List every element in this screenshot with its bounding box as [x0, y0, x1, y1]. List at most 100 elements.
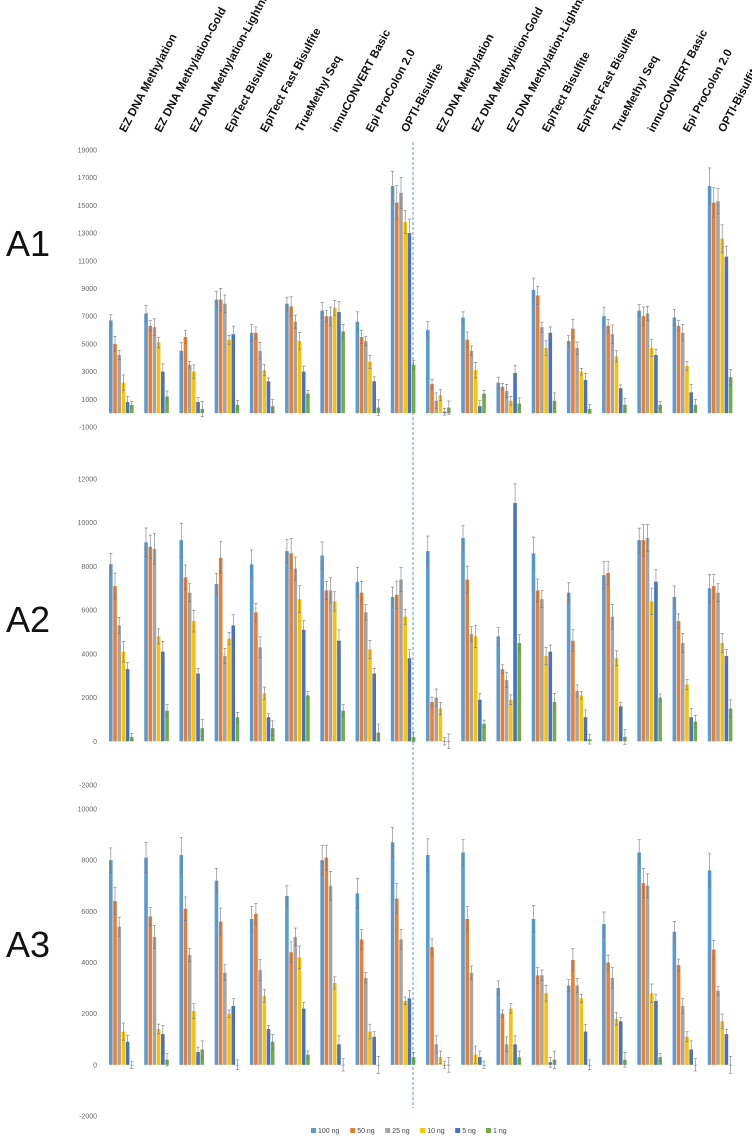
- bar: [192, 621, 196, 742]
- kit-label: EpiTect Fast Bisulfite: [259, 26, 324, 134]
- bar: [161, 651, 165, 742]
- bar: [372, 1036, 376, 1065]
- bar: [161, 371, 165, 414]
- bar: [223, 303, 227, 414]
- bar: [183, 577, 188, 742]
- bar: [156, 1029, 161, 1065]
- y-tick-label: -2000: [79, 1114, 97, 1121]
- panel-a3: A3 -2000 0 2000 4000 6000 8000 10000: [6, 807, 733, 1121]
- bar: [535, 590, 540, 742]
- y-tick-label: -1000: [79, 425, 97, 432]
- bar: [500, 669, 505, 742]
- bar: [297, 599, 302, 742]
- bar: [641, 883, 646, 1065]
- y-tick-label: 8000: [81, 564, 97, 571]
- bar: [301, 371, 306, 414]
- bar: [689, 717, 693, 742]
- bar: [645, 885, 650, 1065]
- bar: [548, 332, 553, 414]
- y-tick-label: 10000: [78, 520, 98, 527]
- bar: [231, 334, 236, 414]
- bar: [540, 327, 544, 414]
- bar: [461, 852, 465, 1065]
- legend-swatch: [385, 1128, 391, 1133]
- bar: [720, 642, 724, 742]
- bar: [368, 649, 372, 742]
- bar: [390, 842, 395, 1065]
- bar: [368, 361, 372, 414]
- bar: [548, 651, 553, 742]
- y-tick-label: 4000: [81, 960, 97, 967]
- bar: [566, 592, 571, 742]
- bar: [258, 970, 262, 1065]
- bar: [583, 379, 588, 414]
- bar: [109, 860, 113, 1065]
- bar: [297, 341, 302, 414]
- bar: [152, 548, 157, 742]
- bar: [196, 673, 200, 742]
- bar: [332, 601, 337, 742]
- bar: [332, 982, 337, 1065]
- bar: [461, 538, 465, 742]
- bar: [324, 590, 329, 742]
- bar: [192, 371, 196, 414]
- bar: [372, 673, 376, 742]
- bar: [602, 316, 606, 414]
- bar: [324, 857, 329, 1065]
- panel-label-a1: A1: [6, 223, 50, 264]
- bar: [716, 201, 720, 414]
- bar: [306, 393, 310, 414]
- bar: [411, 364, 416, 414]
- bar: [680, 1005, 685, 1065]
- bar: [672, 597, 677, 742]
- bar: [144, 857, 148, 1065]
- bar: [156, 636, 161, 742]
- bar: [223, 656, 227, 742]
- bar: [227, 1013, 231, 1065]
- bar: [469, 972, 474, 1065]
- bar: [394, 202, 399, 414]
- bar: [720, 1021, 724, 1065]
- bar: [496, 382, 501, 414]
- bar: [320, 555, 324, 742]
- bar: [544, 656, 548, 742]
- y-tick-label: 13000: [78, 231, 98, 238]
- bar: [614, 658, 619, 742]
- legend-label: 1 ng: [493, 1128, 507, 1135]
- bar: [187, 592, 192, 742]
- bar: [571, 640, 575, 742]
- bar: [672, 931, 677, 1065]
- bar: [359, 592, 364, 742]
- bar: [531, 289, 536, 414]
- bar: [552, 701, 557, 742]
- bar: [192, 1011, 196, 1065]
- bar: [728, 377, 733, 414]
- bar: [645, 313, 650, 414]
- bar: [711, 949, 716, 1065]
- y-tick-label: 0: [93, 739, 97, 746]
- bar: [179, 540, 184, 742]
- bar: [654, 354, 658, 414]
- bar: [183, 908, 188, 1065]
- bar: [720, 238, 724, 414]
- bar: [249, 332, 254, 414]
- y-tick-label: 8000: [81, 858, 97, 865]
- bar: [117, 926, 122, 1065]
- bar: [394, 898, 399, 1065]
- bar: [465, 579, 470, 742]
- bar: [513, 503, 517, 742]
- bar: [293, 936, 298, 1065]
- bar: [218, 557, 223, 742]
- bar: [707, 588, 712, 742]
- y-tick-label: 3000: [81, 369, 97, 376]
- bar: [724, 1034, 729, 1065]
- bar: [716, 990, 720, 1065]
- bar: [306, 1054, 310, 1065]
- bar: [144, 542, 148, 742]
- bar: [606, 325, 610, 414]
- bar: [434, 1044, 439, 1065]
- bar: [693, 721, 698, 742]
- y-tick-label: -2000: [79, 783, 97, 790]
